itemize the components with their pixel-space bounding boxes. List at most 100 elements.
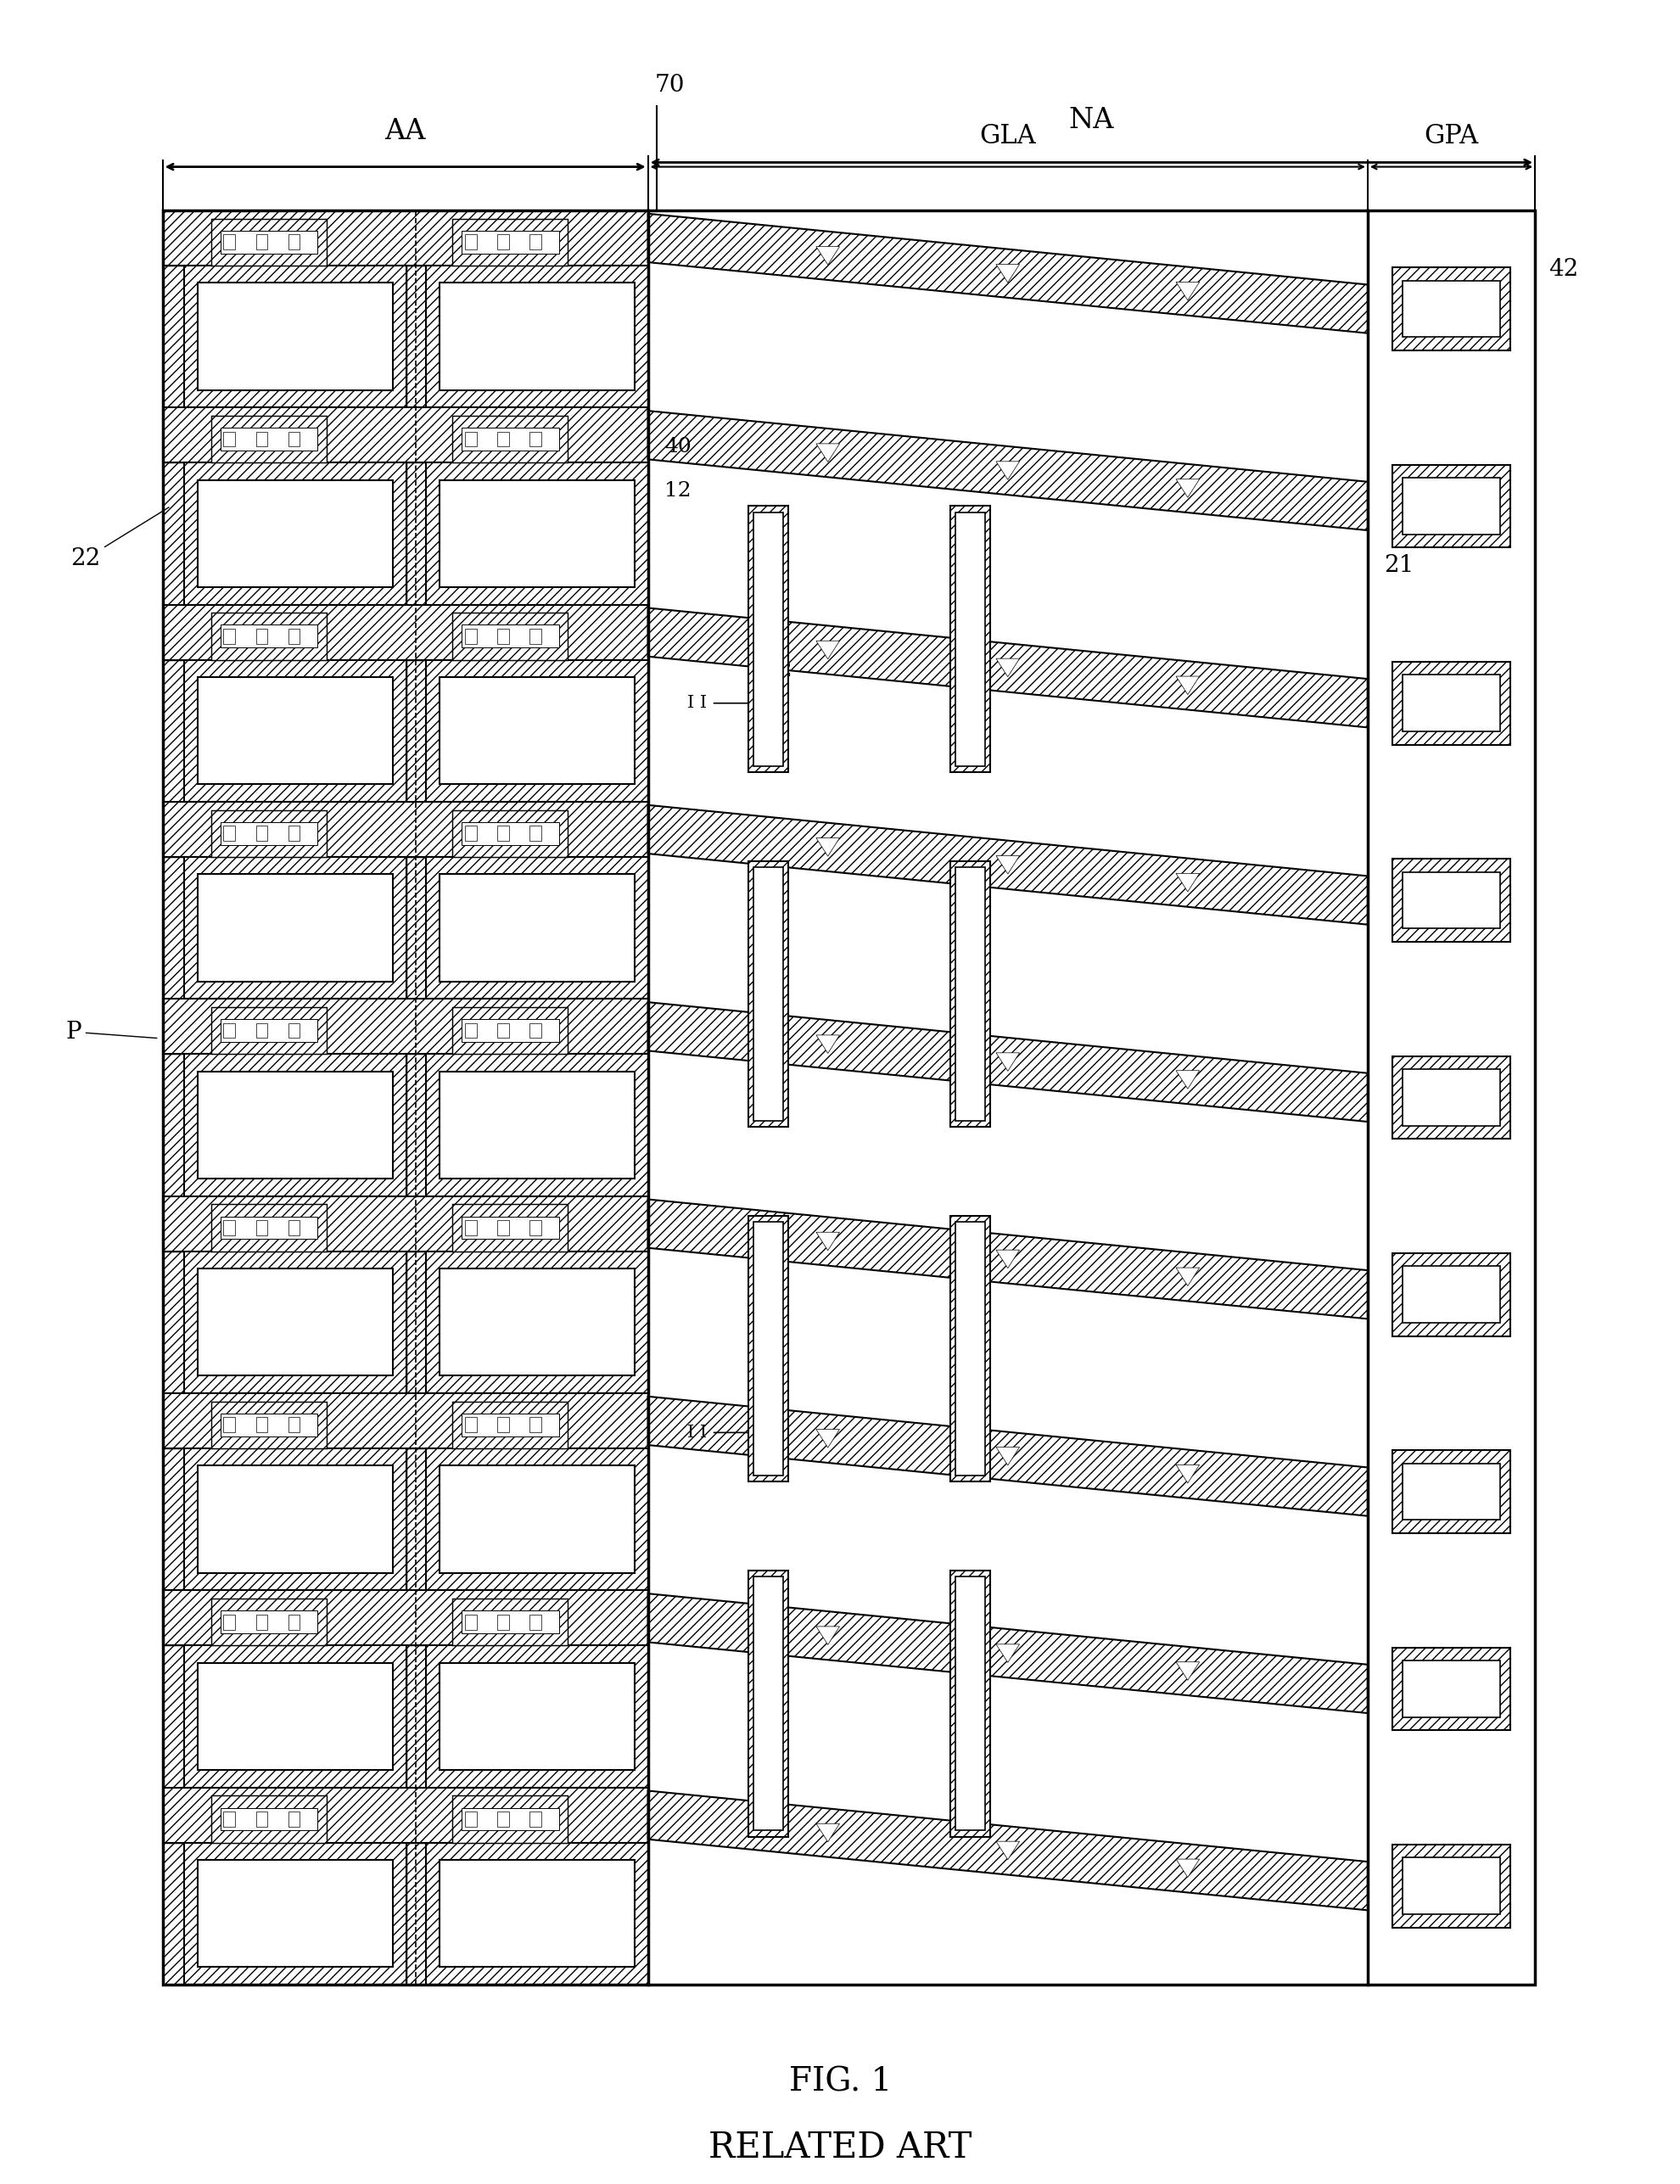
Bar (529, 1614, 541, 1629)
Bar (954, 867, 984, 1120)
Bar (452, 415, 568, 463)
Bar (497, 1614, 509, 1629)
Bar (452, 1599, 568, 1645)
Polygon shape (816, 839, 840, 856)
Bar (753, 867, 783, 1120)
Bar (425, 266, 647, 408)
Polygon shape (996, 1645, 1020, 1662)
Bar (529, 1022, 541, 1037)
Bar (163, 1055, 185, 1197)
Bar (185, 1645, 407, 1787)
Bar (223, 432, 235, 448)
Text: RELATED ART: RELATED ART (709, 2129, 971, 2167)
Bar (163, 463, 185, 605)
Polygon shape (996, 264, 1020, 282)
Bar (949, 1216, 990, 1483)
Bar (255, 234, 267, 249)
Text: I I: I I (687, 695, 706, 712)
Bar (462, 232, 558, 253)
Text: I I: I I (687, 1424, 706, 1441)
Bar (425, 1448, 647, 1590)
Polygon shape (647, 214, 1368, 334)
Bar (223, 826, 235, 841)
Bar (462, 1413, 558, 1437)
Polygon shape (1176, 1662, 1200, 1679)
Polygon shape (1176, 1267, 1200, 1286)
Bar (407, 660, 425, 802)
Bar (497, 826, 509, 841)
Bar (255, 432, 267, 448)
Bar (497, 1221, 509, 1236)
Bar (198, 1465, 393, 1572)
Polygon shape (1176, 874, 1200, 891)
Polygon shape (1176, 1859, 1200, 1878)
Polygon shape (816, 1627, 840, 1645)
Bar (287, 629, 299, 644)
Bar (163, 1590, 647, 1645)
Bar (407, 856, 425, 998)
Bar (462, 1020, 558, 1042)
Text: NA: NA (1068, 107, 1114, 133)
Bar (287, 1022, 299, 1037)
Bar (287, 1614, 299, 1629)
Bar (198, 1861, 393, 1968)
Bar (198, 677, 393, 784)
Bar (529, 1221, 541, 1236)
Bar (452, 1203, 568, 1251)
Bar (255, 1022, 267, 1037)
Bar (1393, 1254, 1509, 1337)
Text: 12: 12 (664, 480, 690, 500)
Bar (438, 677, 635, 784)
Bar (954, 513, 984, 767)
Bar (462, 821, 558, 845)
Polygon shape (647, 1594, 1368, 1712)
Bar (1393, 1845, 1509, 1926)
Polygon shape (816, 247, 840, 264)
Bar (163, 210, 1534, 1985)
Bar (198, 1662, 393, 1769)
Text: 12: 12 (764, 662, 791, 679)
Bar (220, 1413, 318, 1437)
Bar (462, 1808, 558, 1830)
Bar (1393, 1450, 1509, 1533)
Bar (1393, 858, 1509, 941)
Bar (255, 629, 267, 644)
Bar (255, 1813, 267, 1826)
Bar (529, 629, 541, 644)
Bar (407, 1448, 425, 1590)
Bar (1393, 662, 1509, 745)
Polygon shape (996, 1448, 1020, 1465)
Bar (198, 480, 393, 587)
Bar (425, 1055, 647, 1197)
Bar (163, 210, 647, 266)
Bar (497, 1813, 509, 1826)
Bar (497, 234, 509, 249)
Bar (287, 1417, 299, 1433)
Bar (185, 463, 407, 605)
Bar (163, 998, 647, 1055)
Bar (529, 1417, 541, 1433)
Bar (163, 1843, 185, 1985)
Polygon shape (996, 1841, 1020, 1859)
Bar (462, 428, 558, 450)
Bar (753, 513, 783, 767)
Polygon shape (647, 411, 1368, 531)
Bar (223, 234, 235, 249)
Bar (255, 1614, 267, 1629)
Bar (185, 1843, 407, 1985)
Polygon shape (816, 640, 840, 660)
Bar (1393, 465, 1509, 548)
Bar (529, 826, 541, 841)
Bar (452, 218, 568, 266)
Bar (163, 856, 185, 998)
Bar (220, 428, 318, 450)
Bar (465, 1221, 477, 1236)
Bar (465, 826, 477, 841)
Bar (407, 463, 425, 605)
Bar (438, 1662, 635, 1769)
Bar (497, 629, 509, 644)
Polygon shape (647, 1002, 1368, 1123)
Bar (452, 614, 568, 660)
Bar (212, 1007, 326, 1055)
Bar (223, 1614, 235, 1629)
